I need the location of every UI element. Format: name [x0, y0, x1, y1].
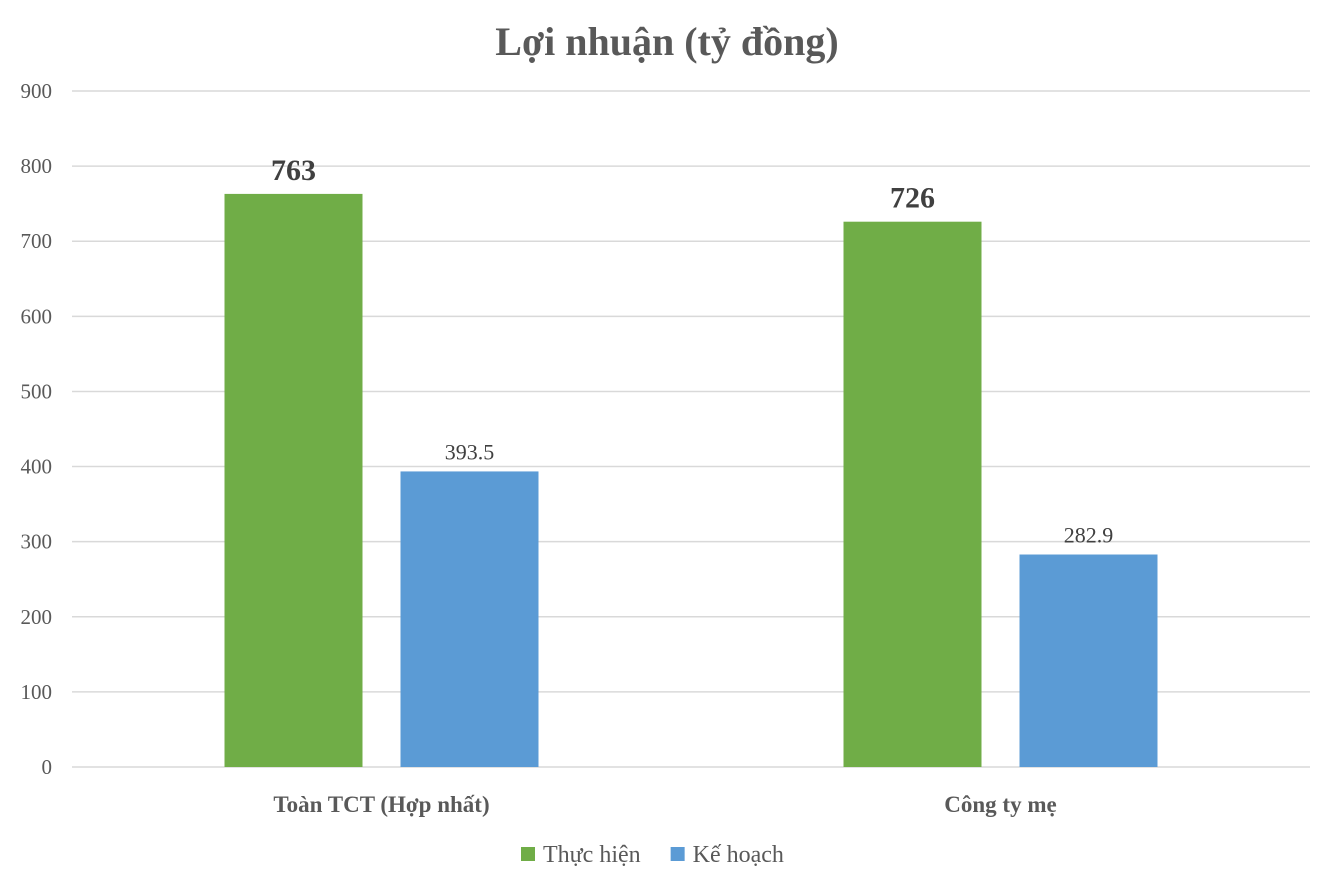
legend-label: Kế hoạch: [693, 842, 784, 868]
data-label: 393.5: [445, 439, 495, 464]
y-tick-label: 300: [21, 530, 53, 554]
x-tick-label: Công ty mẹ: [944, 792, 1056, 817]
y-tick-label: 0: [42, 755, 53, 779]
bar: [843, 221, 982, 767]
y-tick-label: 100: [21, 680, 53, 704]
data-label: 763: [271, 154, 316, 187]
y-tick-label: 600: [21, 304, 53, 328]
x-tick-label: Toàn TCT (Hợp nhất): [273, 792, 489, 817]
bar: [1019, 554, 1158, 767]
y-tick-label: 400: [21, 455, 53, 479]
bar: [224, 193, 363, 767]
legend-label: Thực hiện: [543, 842, 641, 868]
bar: [400, 471, 539, 767]
y-tick-label: 700: [21, 229, 53, 253]
y-tick-label: 900: [21, 79, 53, 103]
data-label: 726: [890, 182, 935, 215]
y-tick-label: 200: [21, 605, 53, 629]
legend-swatch: [670, 847, 685, 861]
data-label: 282.9: [1064, 523, 1114, 548]
chart-title: Lợi nhuận (tỷ đồng): [495, 19, 838, 64]
legend-swatch: [521, 847, 535, 861]
y-tick-label: 500: [21, 379, 53, 403]
y-tick-label: 800: [21, 154, 53, 178]
